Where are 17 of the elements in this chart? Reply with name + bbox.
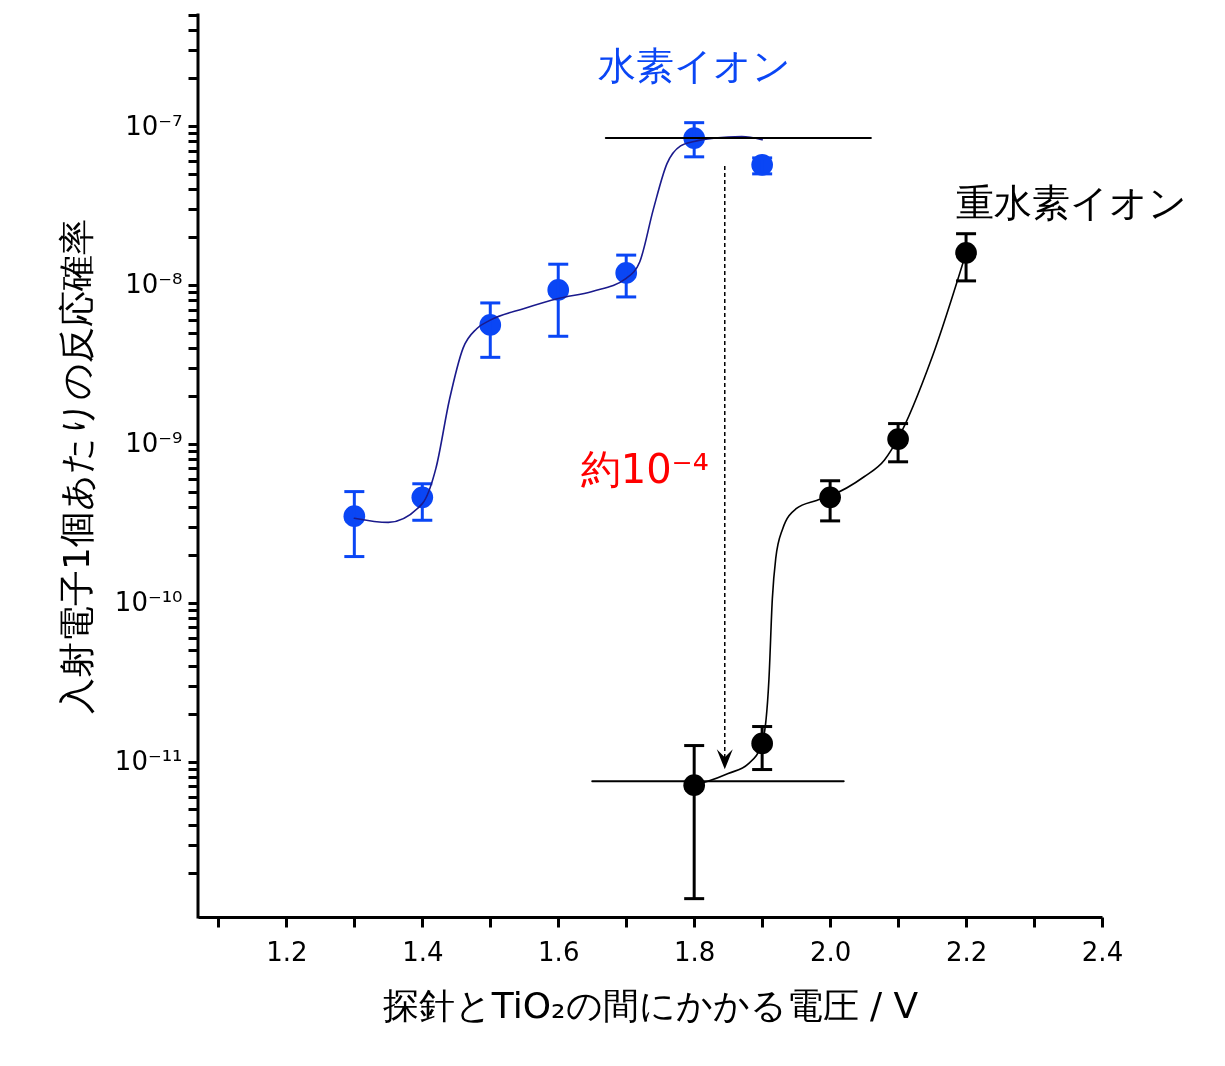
x-tick-label: 2.0	[809, 936, 852, 967]
y-tick-label: 10⁻⁷	[125, 110, 183, 141]
x-tick-label: 1.6	[538, 936, 580, 967]
y-tick-label: 10⁻¹¹	[114, 746, 183, 776]
x-tick-label: 1.4	[402, 936, 444, 967]
series-label: 重水素イオン	[956, 180, 1188, 225]
y-tick-label: 10⁻⁸	[125, 269, 183, 300]
y-axis-title: 入射電子1個あたりの反応確率	[55, 219, 97, 714]
x-axis-title: 探針とTiO₂の間にかかる電圧 / V	[382, 984, 919, 1026]
series-label: 水素イオン	[597, 44, 791, 89]
y-tick-label: 10⁻⁹	[125, 428, 183, 459]
y-tick-label: 10⁻¹⁰	[114, 587, 183, 618]
x-tick-label: 1.8	[674, 936, 716, 967]
x-tick-label: 1.2	[266, 936, 308, 967]
annotation: 約10⁻⁴	[580, 445, 709, 492]
x-tick-label: 2.2	[945, 936, 988, 967]
x-tick-label: 2.4	[1081, 936, 1124, 967]
